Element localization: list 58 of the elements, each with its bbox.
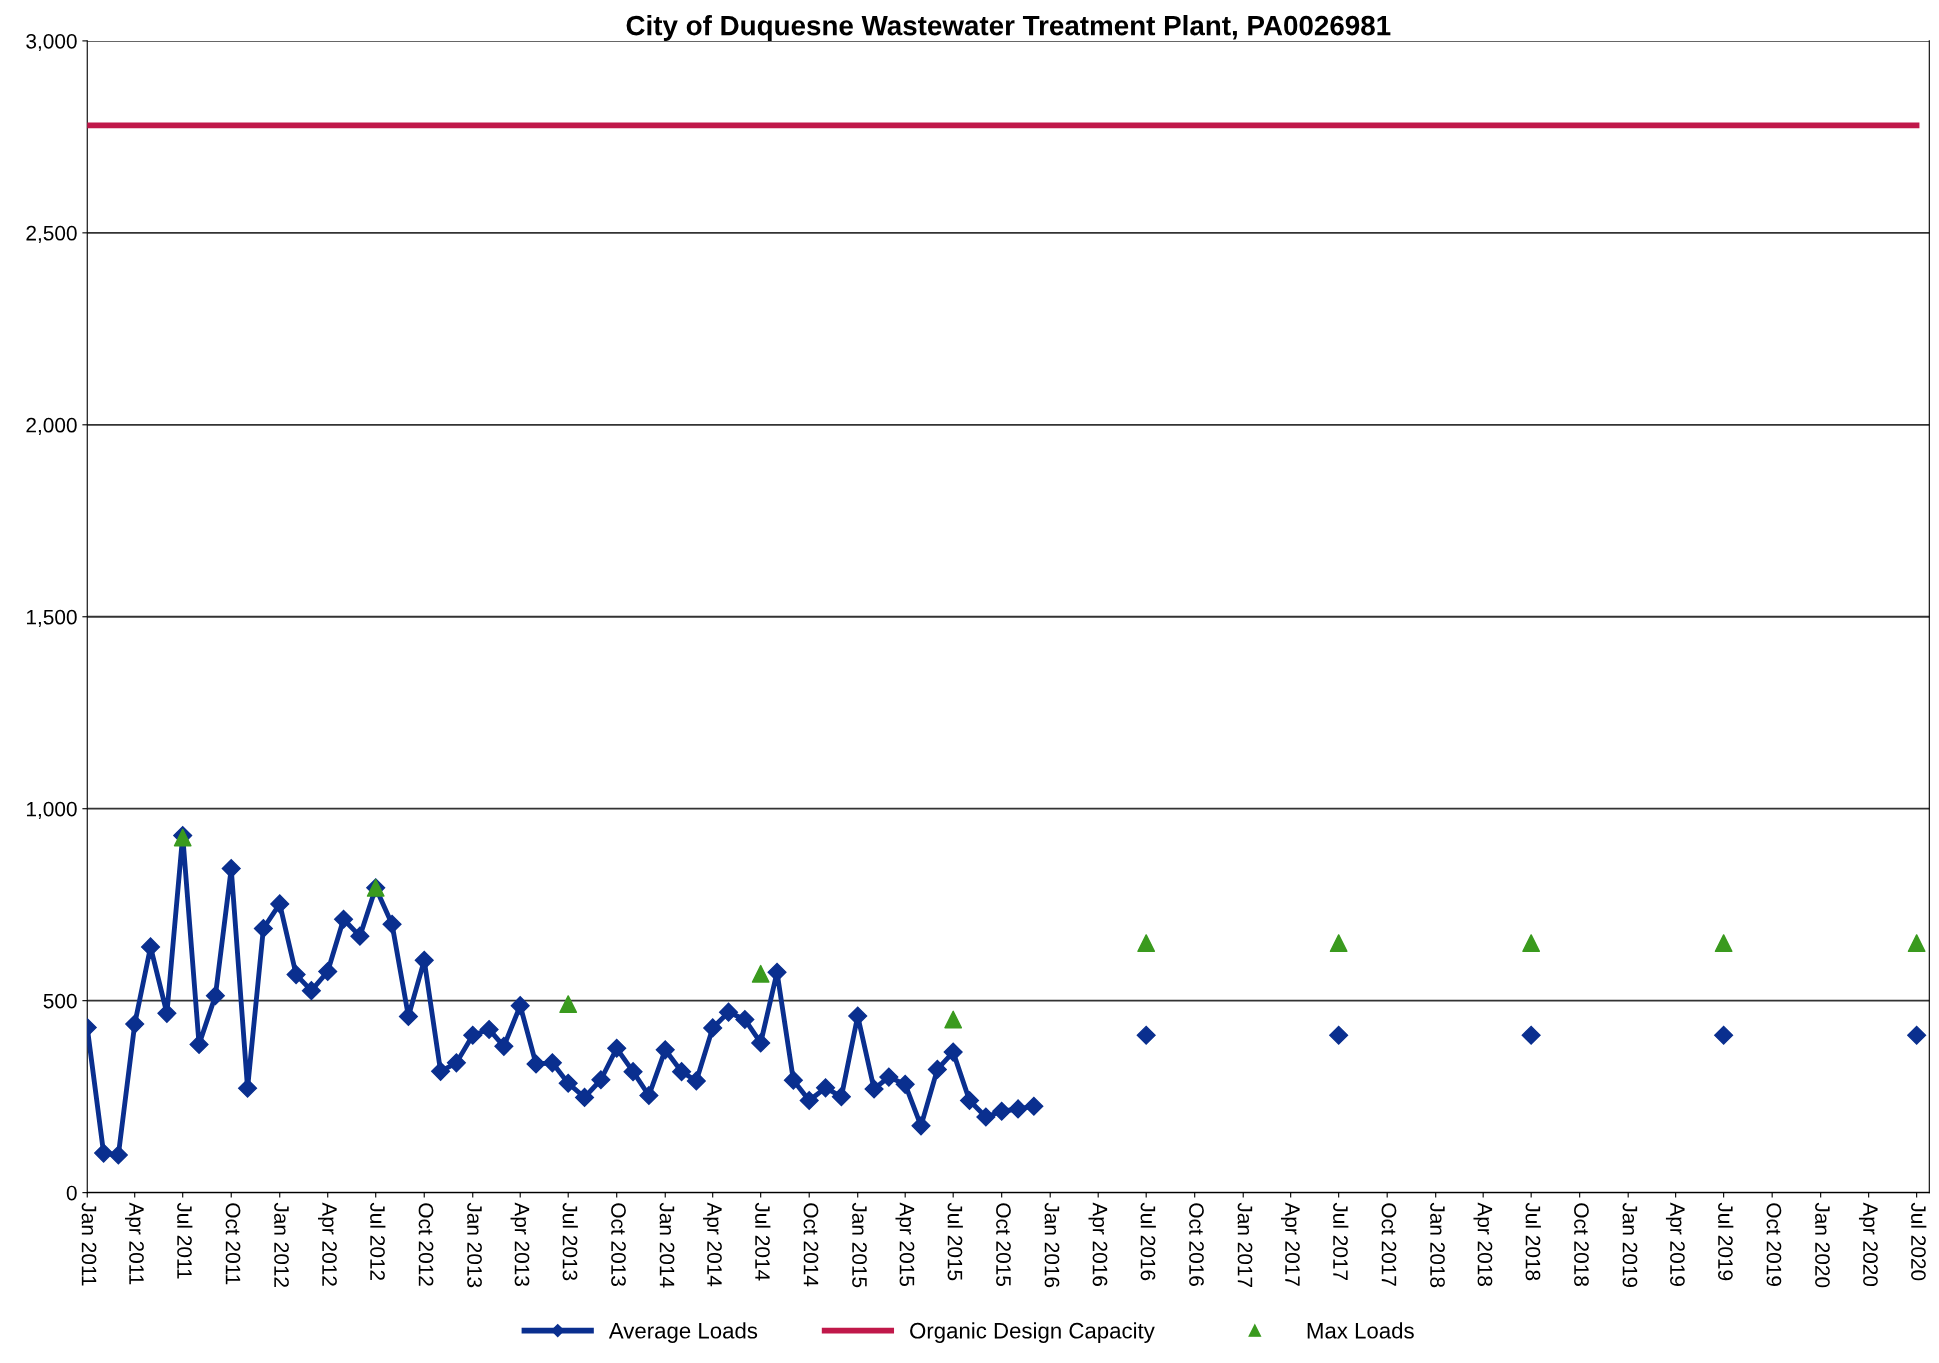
x-tick-label: Apr 2012 (318, 1202, 337, 1286)
x-tick-label: Jul 2011 (177, 1202, 193, 1279)
x-tick-label: Oct 2011 (225, 1203, 241, 1285)
y-tick-label: 2,000 (26, 417, 77, 436)
x-tick-label: Oct 2012 (418, 1203, 434, 1286)
x-tick-label: Oct 2018 (1574, 1203, 1589, 1286)
x-tick-label: Oct 2019 (1766, 1203, 1782, 1286)
y-tick-label: 2,500 (26, 225, 77, 244)
x-tick-label: Apr 2016 (1088, 1202, 1108, 1286)
x-tick-label: Jan 2016 (1044, 1202, 1060, 1288)
x-tick-label: Jan 2012 (274, 1202, 289, 1288)
point (1522, 934, 1541, 952)
y-tick-label: 0 (66, 1185, 77, 1201)
point (1907, 934, 1926, 952)
x-tick-label: Oct 2017 (1381, 1203, 1397, 1286)
x-tick-label: Jul 2015 (947, 1202, 963, 1281)
point (751, 964, 770, 983)
x-tick-label: Apr 2014 (702, 1202, 722, 1287)
x-tick-label: Oct 2014 (803, 1203, 819, 1287)
point (1137, 934, 1156, 952)
x-tick-label: Oct 2016 (1189, 1203, 1204, 1286)
x-tick-label: Jan 2011 (81, 1202, 97, 1286)
x-tick-label: Apr 2017 (1280, 1202, 1300, 1286)
x-tick-label: Jul 2017 (1333, 1202, 1349, 1281)
chart-title: City of Duquesne Wastewater Treatment Plant, PA0026981 (626, 15, 1391, 41)
x-tick-label: Jan 2015 (852, 1202, 867, 1288)
legend-label: Average Loads (608, 1322, 758, 1343)
x-tick-label: Apr 2020 (1858, 1202, 1878, 1287)
x-tick-label: Jan 2020 (1815, 1202, 1830, 1288)
x-tick-label: Jul 2016 (1140, 1202, 1156, 1281)
x-tick-label: Apr 2019 (1665, 1202, 1685, 1286)
x-tick-label: Oct 2015 (996, 1203, 1011, 1287)
legend-label: Max Loads (1307, 1322, 1414, 1339)
point (559, 995, 578, 1014)
x-tick-label: Apr 2011 (125, 1202, 144, 1285)
x-tick-label: Jul 2012 (370, 1202, 386, 1281)
x-tick-label: Apr 2013 (510, 1202, 530, 1286)
y-tick-label: 500 (43, 993, 77, 1009)
x-tick-label: Jan 2013 (467, 1202, 482, 1288)
legend-label: Organic Design Capacity (910, 1322, 1155, 1343)
x-tick-label: Jul 2014 (755, 1202, 771, 1281)
x-tick-label: Jan 2017 (1237, 1202, 1253, 1288)
x-tick-label: Oct 2013 (611, 1203, 626, 1286)
x-tick-label: Jan 2019 (1622, 1202, 1638, 1288)
point (944, 1010, 963, 1029)
x-tick-label: Jul 2020 (1911, 1202, 1927, 1281)
y-tick-label: 3,000 (26, 33, 77, 52)
x-tick-label: Jan 2018 (1430, 1202, 1445, 1288)
y-tick-label: 1,000 (26, 801, 77, 819)
y-tick-label: 1,500 (26, 609, 77, 627)
x-tick-label: Jul 2019 (1718, 1202, 1734, 1281)
x-tick-label: Jan 2014 (659, 1202, 675, 1288)
x-tick-label: Apr 2015 (895, 1202, 915, 1287)
point (1329, 934, 1348, 952)
x-tick-label: Jul 2018 (1525, 1202, 1541, 1281)
x-tick-label: Apr 2018 (1473, 1202, 1493, 1286)
x-tick-label: Jul 2013 (562, 1202, 578, 1281)
point (1714, 934, 1733, 952)
